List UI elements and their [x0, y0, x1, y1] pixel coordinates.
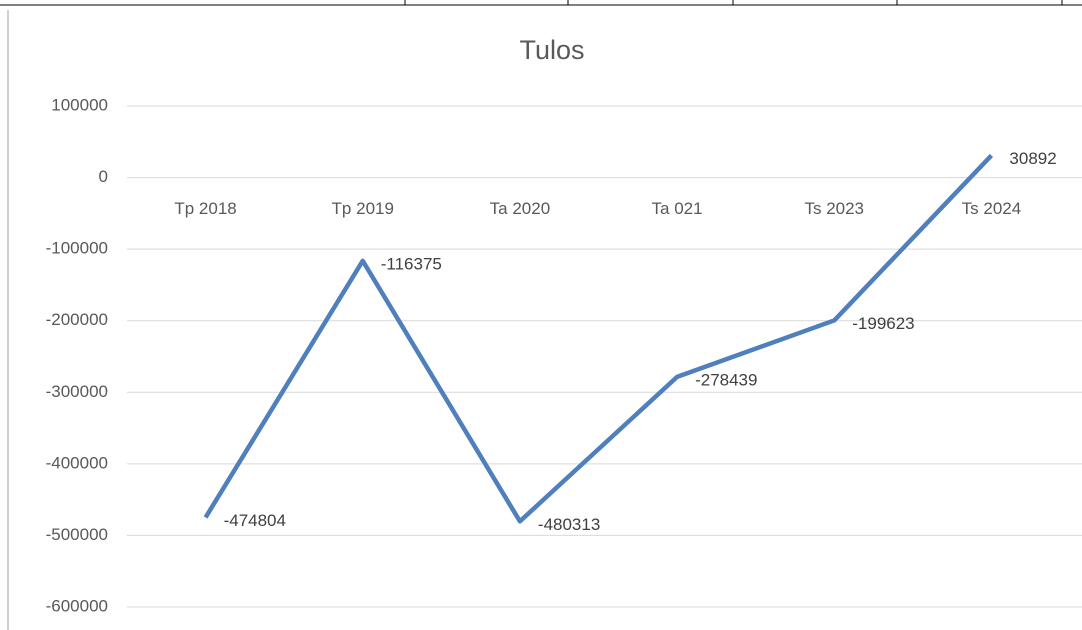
- x-tick-label: Tp 2018: [174, 199, 236, 218]
- x-tick-label: Ta 2020: [490, 199, 551, 218]
- x-tick-label: Ts 2023: [804, 199, 864, 218]
- x-tick-label: Ta 021: [652, 199, 703, 218]
- y-tick-label: -300000: [46, 382, 108, 401]
- y-tick-label: -400000: [46, 453, 108, 472]
- data-label: -116375: [381, 254, 442, 273]
- y-tick-label: -100000: [46, 239, 108, 258]
- data-label: -474804: [224, 511, 286, 530]
- y-tick-label: -200000: [46, 310, 108, 329]
- y-tick-label: -500000: [46, 525, 108, 544]
- x-tick-label: Tp 2019: [332, 199, 394, 218]
- data-label: -278439: [695, 370, 757, 389]
- cell-borders: [0, 0, 1082, 6]
- y-tick-label: -600000: [46, 596, 108, 615]
- data-label: -199623: [852, 314, 914, 333]
- x-tick-label: Ts 2024: [962, 199, 1022, 218]
- data-label: -480313: [538, 515, 600, 534]
- y-tick-label: 100000: [51, 95, 108, 114]
- series-line: [203, 153, 994, 524]
- data-label: 30892: [1009, 149, 1056, 168]
- y-tick-label: 0: [99, 167, 108, 186]
- chart-title: Tulos: [519, 35, 584, 65]
